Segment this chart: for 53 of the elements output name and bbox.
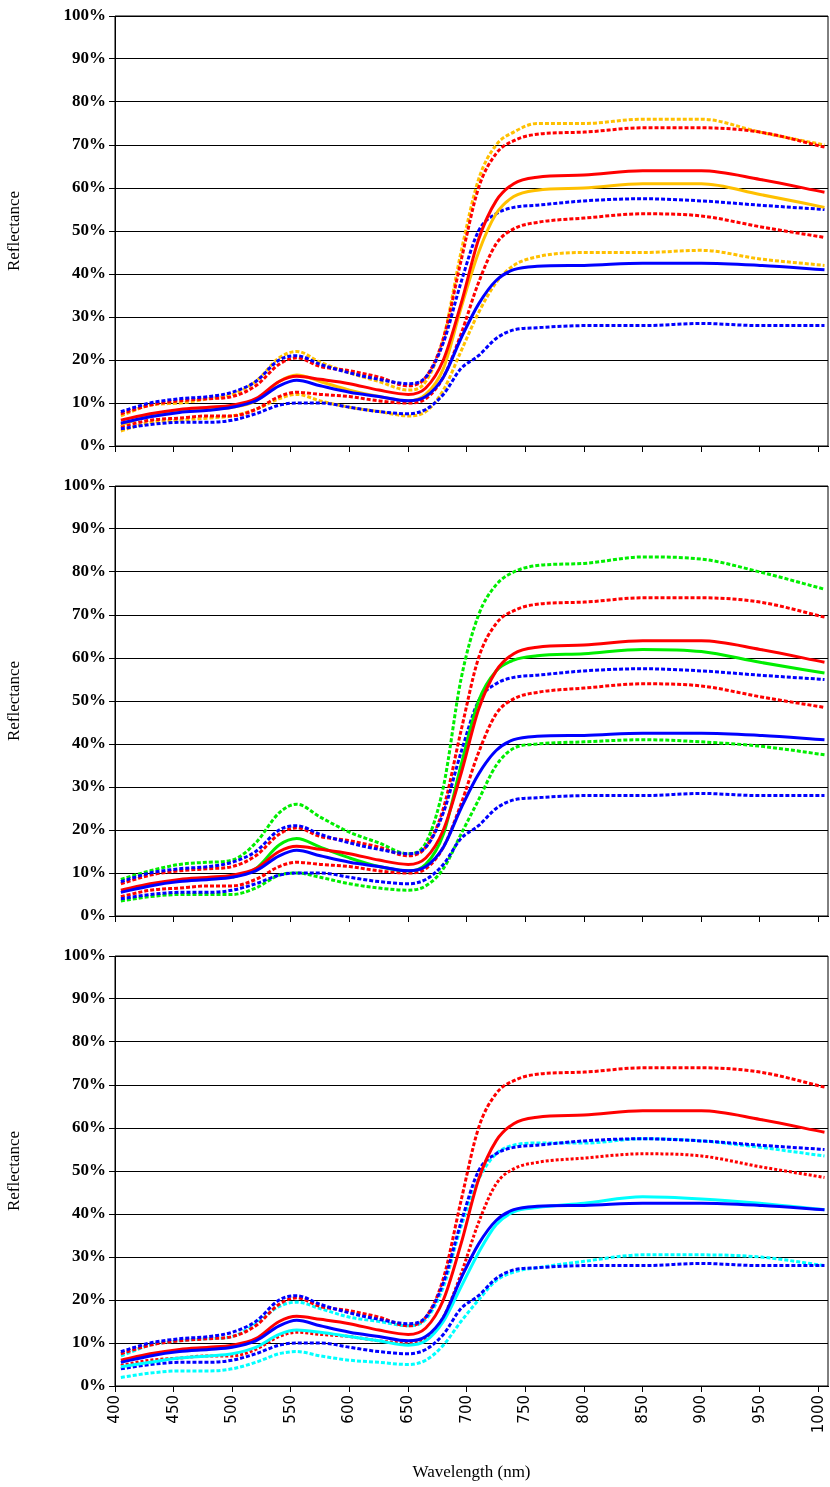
y-tick-label: 10%: [72, 862, 106, 882]
y-tick-label: 60%: [72, 647, 106, 667]
x-tick-label: 650: [398, 1395, 417, 1424]
y-tick-label: 50%: [72, 220, 106, 240]
y-tick-label: 30%: [72, 1246, 106, 1266]
y-tick-label: 80%: [72, 91, 106, 111]
y-tick-label: 70%: [72, 134, 106, 154]
x-tick-label: 800: [573, 1395, 592, 1424]
x-tick-label: 900: [691, 1395, 710, 1424]
y-tick-label: 50%: [72, 1160, 106, 1180]
line-series: [119, 791, 826, 901]
y-tick-label: 90%: [72, 48, 106, 68]
y-tick-label: 80%: [72, 561, 106, 581]
y-tick-label: 60%: [72, 1117, 106, 1137]
y-tick-label: 20%: [72, 1289, 106, 1309]
y-tick-label: 0%: [80, 905, 106, 925]
x-tick-label: 700: [456, 1395, 475, 1424]
y-tick-label: 40%: [72, 1203, 106, 1223]
x-tick-label: 850: [632, 1395, 651, 1424]
y-axis-title: Reflectance: [3, 660, 23, 742]
y-tick-label: 90%: [72, 988, 106, 1008]
y-tick-label: 100%: [63, 475, 106, 495]
y-tick-label: 70%: [72, 1074, 106, 1094]
x-tick-label: 500: [222, 1395, 241, 1424]
x-tick-label: 400: [104, 1395, 123, 1424]
y-tick-label: 20%: [72, 349, 106, 369]
y-tick-label: 50%: [72, 690, 106, 710]
y-tick-label: 40%: [72, 263, 106, 283]
y-tick-label: 10%: [72, 1332, 106, 1352]
y-axis-title: Reflectance: [3, 190, 23, 272]
y-tick-label: 40%: [72, 733, 106, 753]
x-tick-label: 600: [339, 1395, 358, 1424]
x-tick-label: 950: [749, 1395, 768, 1424]
y-tick-label: 70%: [72, 604, 106, 624]
y-tick-label: 90%: [72, 518, 106, 538]
y-tick-label: 30%: [72, 306, 106, 326]
y-axis-title: Reflectance: [3, 1130, 23, 1212]
y-tick-label: 60%: [72, 177, 106, 197]
x-axis-title: Wavelength (nm): [412, 1462, 531, 1482]
x-tick-label: 550: [280, 1395, 299, 1424]
y-tick-label: 30%: [72, 776, 106, 796]
x-tick-label: 1000: [808, 1395, 827, 1434]
line-series: [119, 1066, 826, 1356]
y-tick-label: 0%: [80, 1375, 106, 1395]
y-tick-label: 20%: [72, 819, 106, 839]
y-tick-label: 100%: [63, 945, 106, 965]
x-tick-label: 450: [163, 1395, 182, 1424]
y-tick-label: 0%: [80, 435, 106, 455]
line-series: [119, 321, 826, 431]
y-tick-label: 80%: [72, 1031, 106, 1051]
y-tick-label: 100%: [63, 5, 106, 25]
x-tick-label: 750: [515, 1395, 534, 1424]
y-tick-label: 10%: [72, 392, 106, 412]
